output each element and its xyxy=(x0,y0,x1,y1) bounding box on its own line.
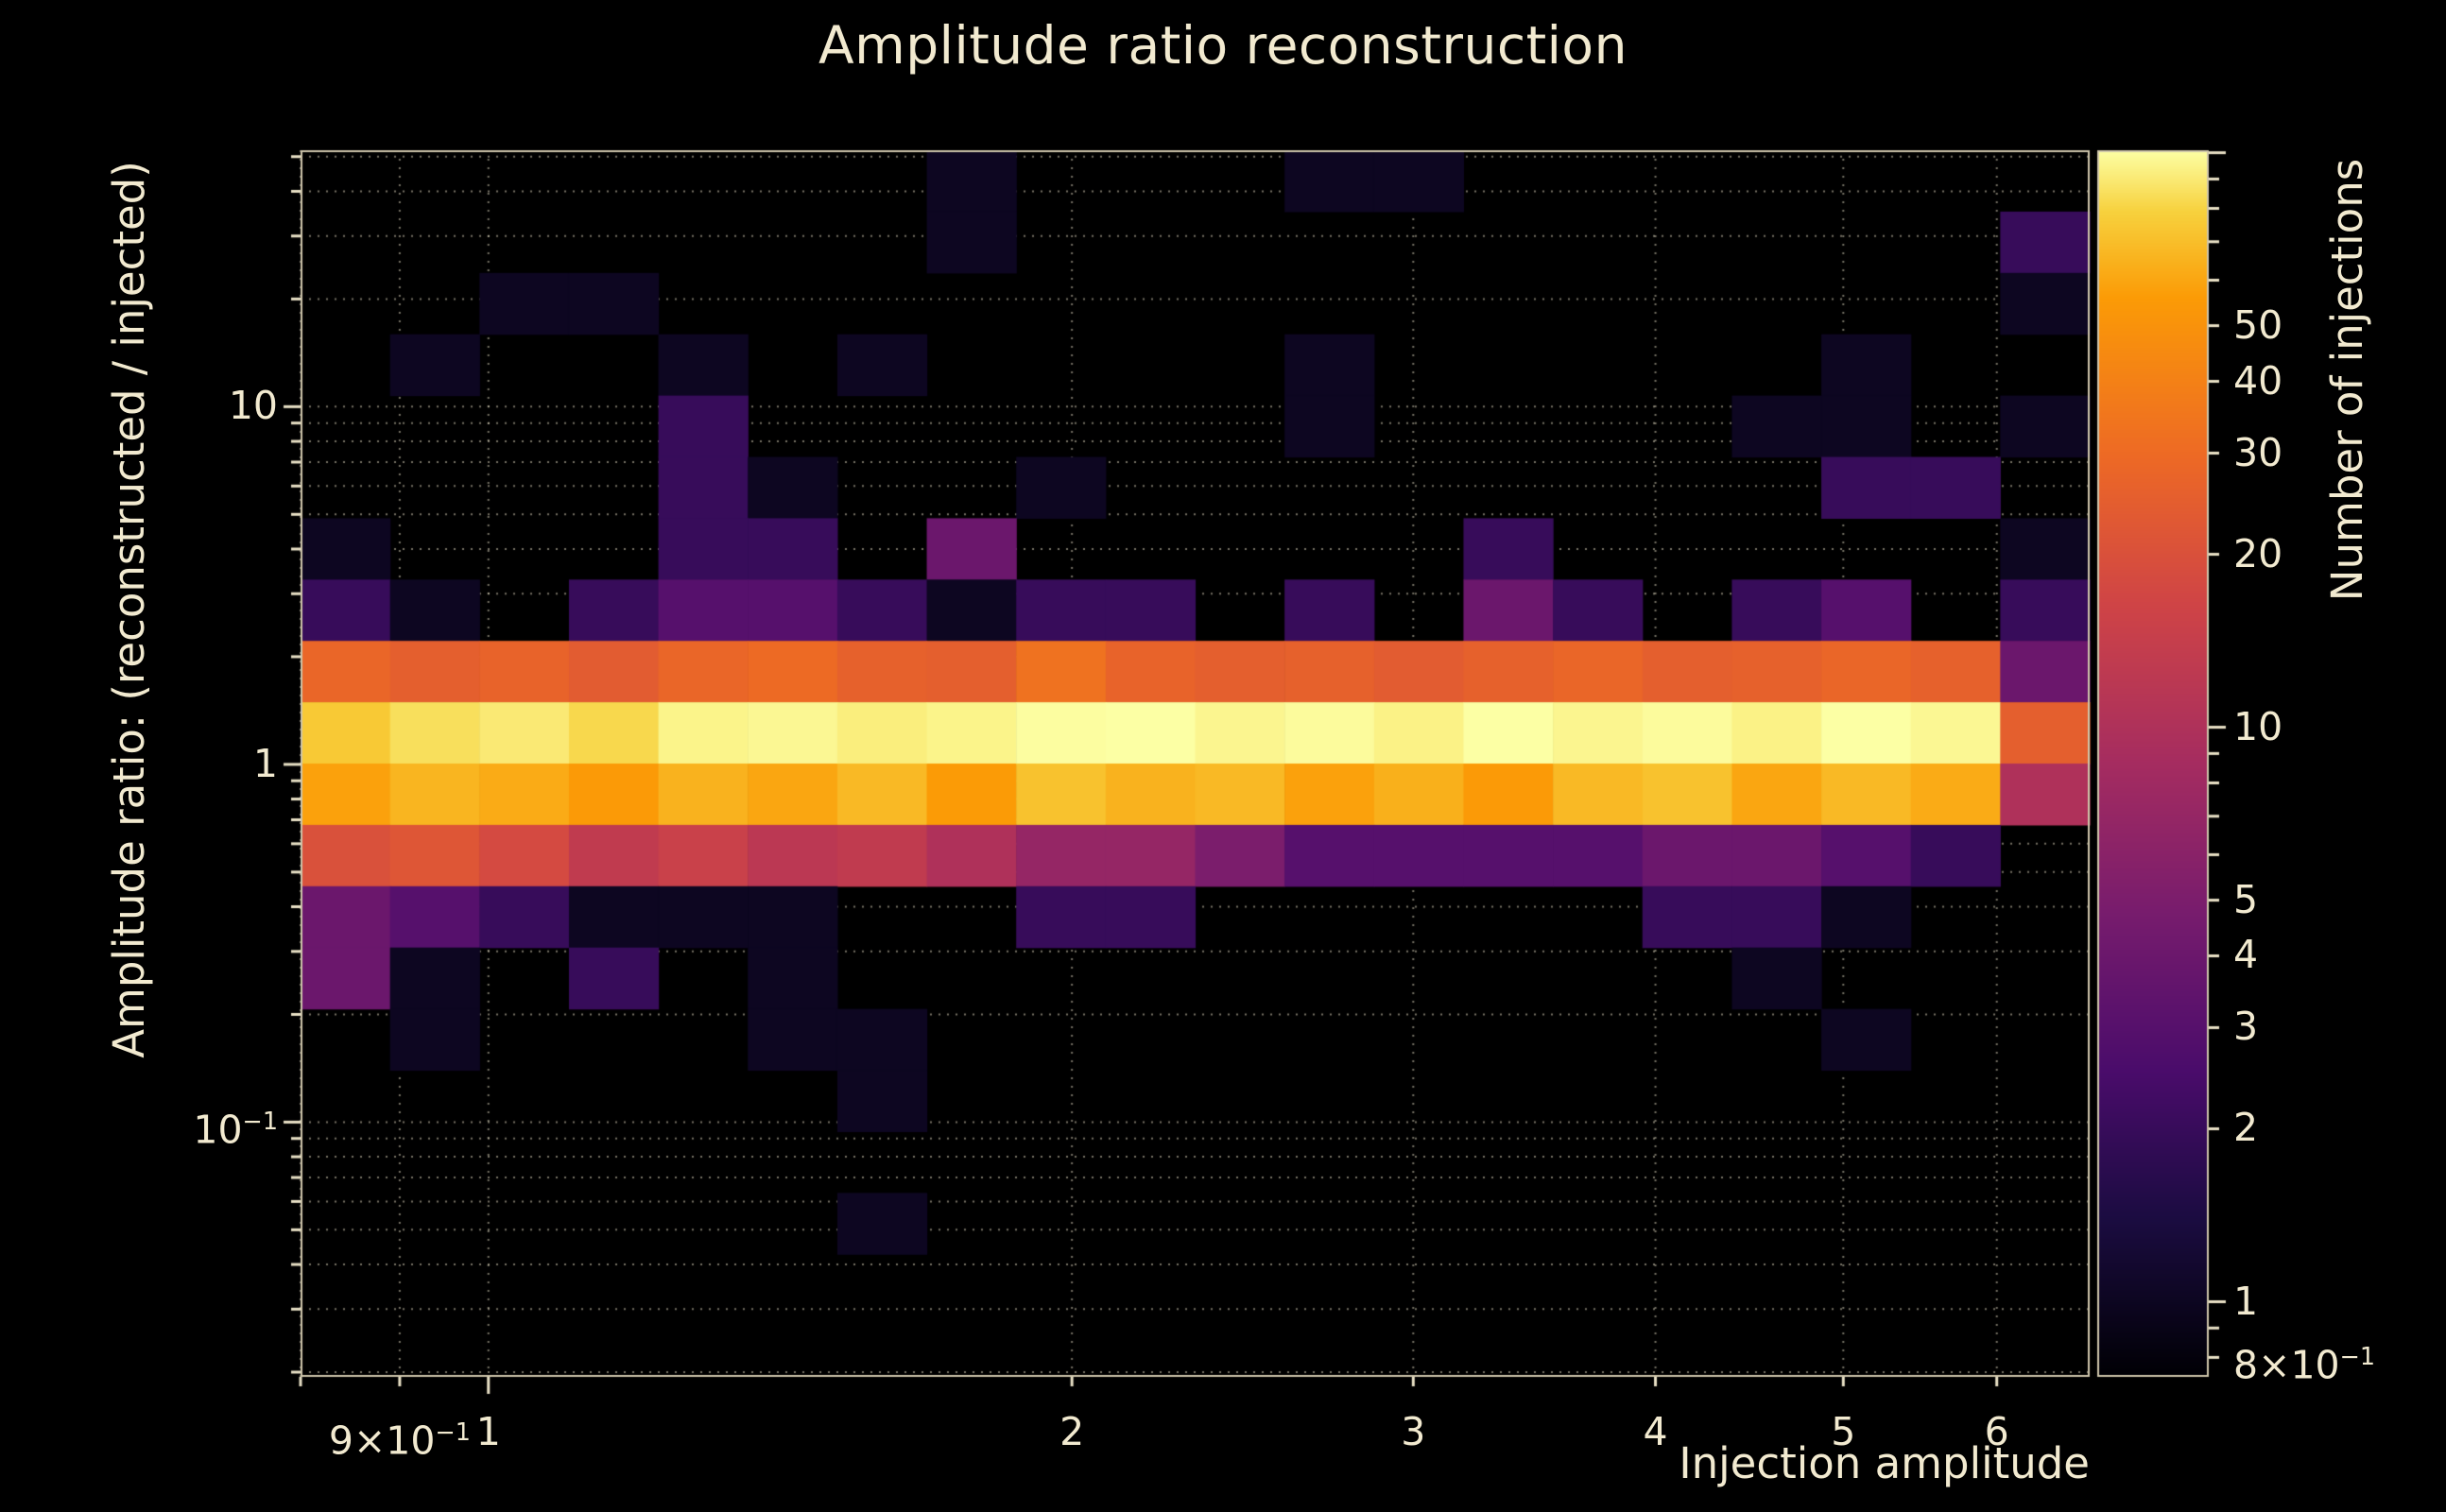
x-axis-title: Injection amplitude xyxy=(1679,1438,2090,1488)
chart-title: Amplitude ratio reconstruction xyxy=(818,15,1628,76)
colorbar-title: Number of injections xyxy=(2322,158,2372,602)
y-axis-title: Amplitude ratio: (reconstructed / inject… xyxy=(104,161,154,1058)
